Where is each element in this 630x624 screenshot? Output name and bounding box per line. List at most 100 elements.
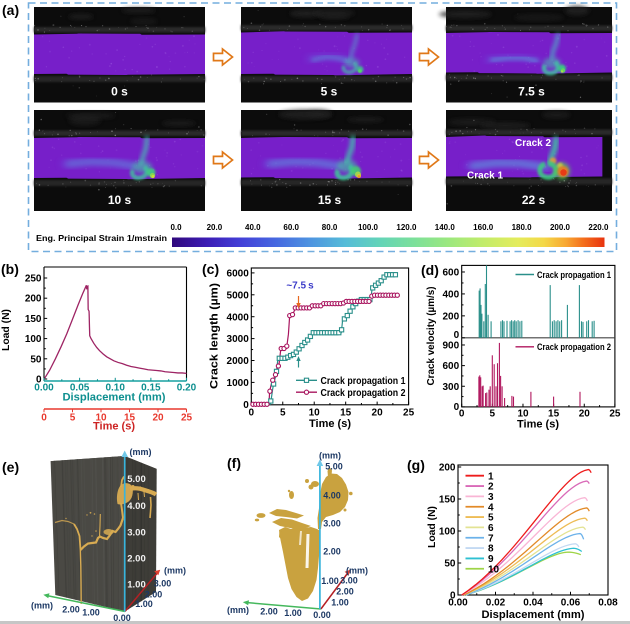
svg-text:25: 25 — [181, 413, 193, 424]
svg-text:15 s: 15 s — [318, 193, 342, 207]
svg-text:(f): (f) — [227, 455, 241, 471]
svg-text:1: 1 — [488, 471, 494, 482]
svg-text:5: 5 — [280, 408, 286, 419]
svg-text:Load (N): Load (N) — [426, 506, 438, 548]
svg-text:7: 7 — [488, 533, 494, 544]
svg-text:2000: 2000 — [227, 356, 250, 367]
svg-text:160.0: 160.0 — [473, 223, 494, 232]
svg-text:0.00: 0.00 — [113, 613, 131, 623]
svg-text:Eng. Principal Strain 1/mstrai: Eng. Principal Strain 1/mstrain — [36, 233, 167, 243]
svg-text:0.00: 0.00 — [313, 610, 331, 620]
svg-text:0: 0 — [454, 330, 460, 341]
svg-text:1.00: 1.00 — [284, 608, 302, 618]
svg-text:60.0: 60.0 — [283, 223, 299, 232]
svg-text:(d): (d) — [421, 262, 439, 278]
svg-text:0.00: 0.00 — [34, 383, 54, 394]
svg-text:200.0: 200.0 — [550, 223, 571, 232]
svg-text:Load (N): Load (N) — [0, 309, 12, 351]
svg-text:220.0: 220.0 — [588, 223, 609, 232]
svg-text:2.00: 2.00 — [336, 587, 354, 597]
svg-text:200: 200 — [439, 463, 456, 474]
svg-text:100: 100 — [25, 334, 42, 345]
svg-text:0.00: 0.00 — [448, 598, 468, 609]
svg-text:Crack velocity (µm/s): Crack velocity (µm/s) — [426, 287, 437, 386]
svg-text:1.00: 1.00 — [127, 580, 146, 591]
svg-text:20: 20 — [372, 408, 384, 419]
svg-text:400: 400 — [443, 290, 460, 301]
svg-text:600: 600 — [443, 268, 460, 279]
svg-text:10: 10 — [517, 409, 529, 420]
svg-text:5000: 5000 — [227, 290, 250, 301]
svg-text:5.00: 5.00 — [325, 462, 343, 472]
svg-text:150: 150 — [25, 314, 42, 325]
svg-text:(mm): (mm) — [31, 601, 53, 611]
svg-text:10: 10 — [488, 564, 500, 575]
svg-text:3.00: 3.00 — [127, 527, 146, 538]
svg-text:~7.5 s: ~7.5 s — [286, 281, 314, 292]
svg-text:3.00: 3.00 — [340, 576, 358, 586]
svg-text:0 s: 0 s — [111, 85, 128, 99]
svg-text:5: 5 — [70, 413, 76, 424]
svg-text:0.0: 0.0 — [170, 223, 182, 232]
svg-text:0: 0 — [459, 409, 465, 420]
svg-text:10: 10 — [309, 408, 321, 419]
svg-text:100.0: 100.0 — [358, 223, 379, 232]
svg-text:120.0: 120.0 — [396, 223, 417, 232]
svg-text:Crack propagation 2: Crack propagation 2 — [537, 342, 611, 353]
svg-text:4.00: 4.00 — [127, 501, 146, 512]
svg-text:15: 15 — [124, 413, 136, 424]
svg-text:20.0: 20.0 — [207, 223, 223, 232]
svg-text:10: 10 — [95, 413, 107, 424]
svg-text:Time (s): Time (s) — [517, 419, 559, 431]
svg-text:Crack propagation 2: Crack propagation 2 — [321, 388, 406, 399]
svg-text:15: 15 — [340, 408, 352, 419]
svg-text:5.00: 5.00 — [127, 474, 146, 485]
svg-text:900: 900 — [443, 341, 460, 352]
svg-text:200: 200 — [25, 294, 42, 305]
svg-text:1000: 1000 — [227, 378, 250, 389]
svg-text:10 s: 10 s — [108, 193, 132, 207]
svg-text:50: 50 — [444, 559, 456, 570]
svg-text:0: 0 — [41, 413, 47, 424]
svg-text:(mm): (mm) — [227, 605, 249, 615]
svg-text:0: 0 — [454, 402, 460, 413]
svg-text:0.10: 0.10 — [105, 383, 125, 394]
svg-text:8: 8 — [488, 544, 494, 555]
svg-text:40.0: 40.0 — [245, 223, 261, 232]
svg-text:Crack propagation 1: Crack propagation 1 — [537, 270, 612, 281]
svg-text:9: 9 — [488, 554, 494, 565]
svg-text:Crack 2: Crack 2 — [515, 137, 551, 149]
svg-text:0: 0 — [36, 375, 42, 386]
svg-text:6: 6 — [488, 523, 494, 534]
svg-text:3: 3 — [488, 492, 494, 503]
svg-text:0.06: 0.06 — [561, 598, 581, 609]
svg-text:(g): (g) — [407, 457, 425, 473]
svg-text:140.0: 140.0 — [435, 223, 456, 232]
svg-text:15: 15 — [548, 409, 560, 420]
svg-text:1.00: 1.00 — [321, 576, 339, 586]
svg-text:(a): (a) — [2, 2, 19, 18]
svg-text:4: 4 — [488, 502, 494, 513]
svg-text:Displacement (mm): Displacement (mm) — [63, 392, 166, 404]
svg-text:100: 100 — [439, 527, 456, 538]
svg-text:0: 0 — [249, 408, 255, 419]
svg-text:(b): (b) — [1, 261, 19, 277]
svg-text:Crack length (µm): Crack length (µm) — [209, 283, 221, 389]
svg-text:300: 300 — [443, 382, 460, 393]
svg-text:0.02: 0.02 — [486, 598, 506, 609]
svg-text:3.00: 3.00 — [154, 579, 172, 589]
svg-text:0.20: 0.20 — [177, 383, 197, 394]
svg-text:0.15: 0.15 — [141, 383, 161, 394]
svg-text:1.00: 1.00 — [82, 608, 100, 618]
svg-text:180.0: 180.0 — [512, 223, 533, 232]
svg-text:2.00: 2.00 — [260, 607, 278, 617]
svg-text:80.0: 80.0 — [322, 223, 338, 232]
svg-text:4000: 4000 — [227, 312, 250, 323]
svg-text:Time (s): Time (s) — [93, 421, 135, 433]
svg-text:(mm): (mm) — [130, 447, 152, 457]
svg-text:Crack propagation 1: Crack propagation 1 — [321, 376, 406, 387]
svg-text:0.05: 0.05 — [70, 383, 90, 394]
svg-text:250: 250 — [25, 274, 42, 285]
svg-text:(e): (e) — [2, 459, 19, 475]
svg-text:Displacement (mm): Displacement (mm) — [482, 609, 585, 621]
